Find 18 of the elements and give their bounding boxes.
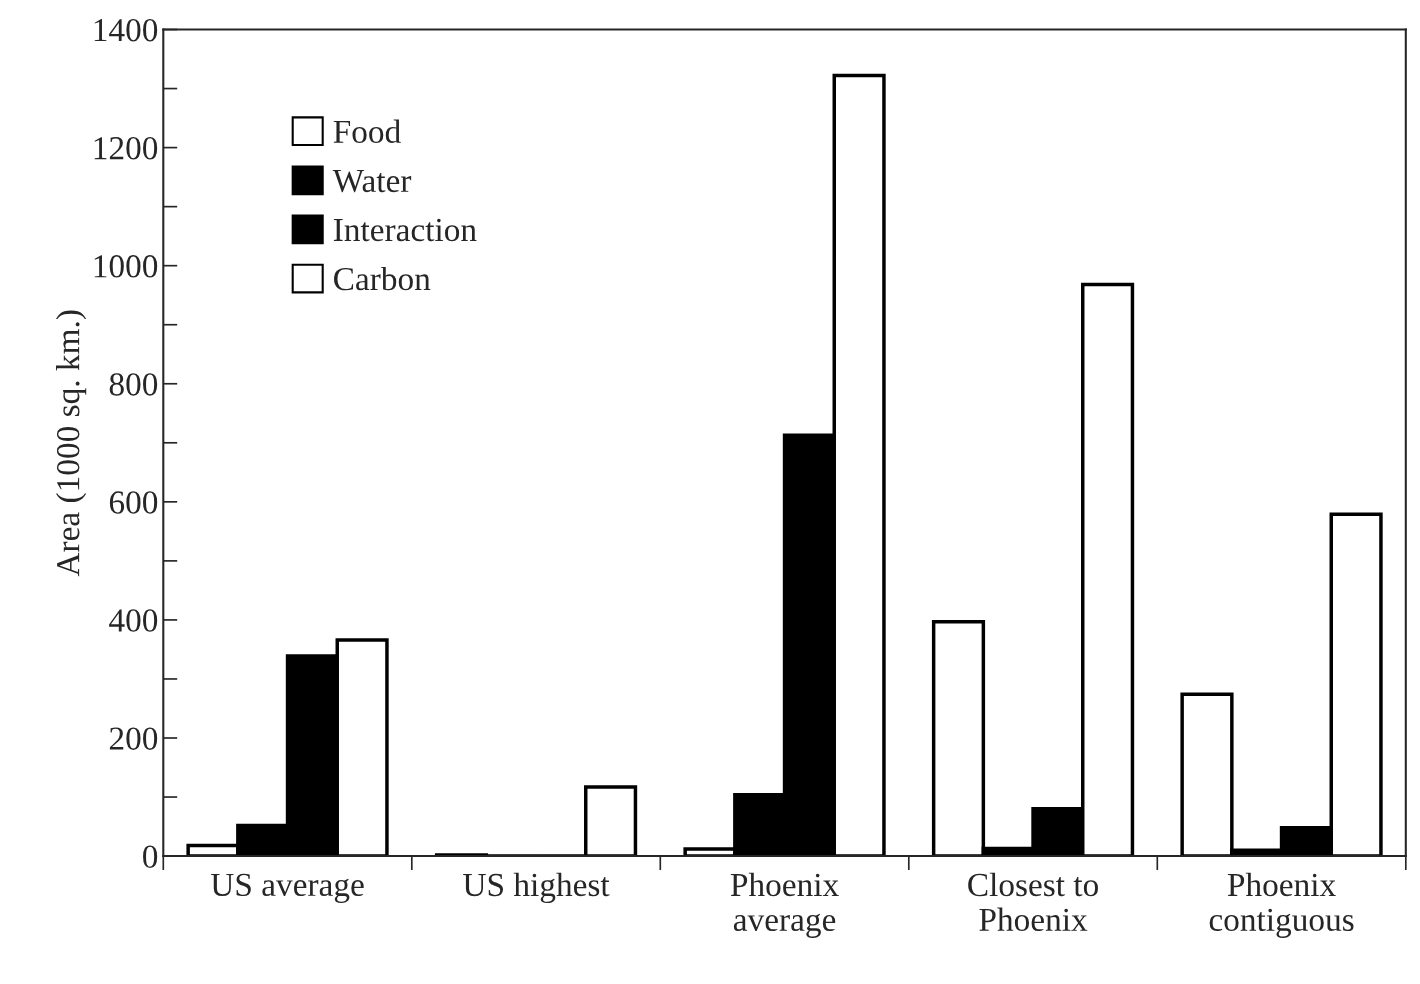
x-tick-label: Phoenix average [730, 872, 839, 938]
y-tick-label: 400 [109, 609, 158, 632]
y-axis-title: Area (1000 sq. km.) [55, 310, 87, 577]
y-tick-label: 600 [109, 491, 158, 514]
y-tick-label: 0 [143, 845, 158, 868]
y-tick-label: 1200 [94, 137, 158, 160]
x-tick-label: Closest to Phoenix [968, 872, 1098, 932]
legend-label: Carbon [334, 266, 431, 291]
legend-label: Food [333, 119, 401, 144]
y-tick-label: 1400 [94, 18, 158, 42]
x-tick-label: US average [210, 873, 364, 903]
legend-label: Interaction [333, 218, 477, 242]
x-tick-label: Phoenix contiguous [1209, 872, 1354, 938]
y-tick-label: 800 [109, 373, 158, 396]
y-tick-label: 200 [109, 727, 158, 750]
x-tick-label: US highest [463, 872, 610, 904]
y-tick-label: 1000 [94, 255, 158, 278]
legend-label: Water [332, 169, 412, 193]
